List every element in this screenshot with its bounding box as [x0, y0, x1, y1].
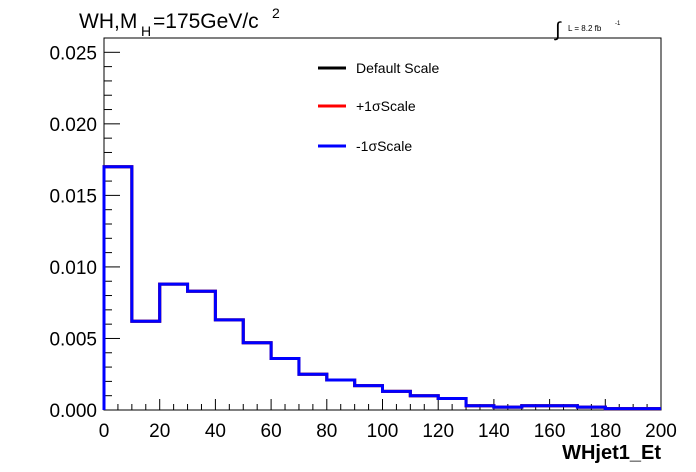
x-tick-label: 160	[534, 421, 566, 442]
legend: Default Scale +1σScale -1σScale	[318, 60, 439, 154]
x-tick-label: 40	[205, 421, 226, 442]
plot-frame	[103, 37, 662, 411]
x-tick-label: 80	[316, 421, 337, 442]
title-main: WH,M	[79, 10, 137, 33]
luminosity-label: ∫ L = 8.2 fb -1	[554, 19, 621, 41]
legend-label-0: Default Scale	[356, 60, 439, 76]
y-tick-label: 0.015	[49, 186, 97, 207]
integral-symbol: ∫	[554, 19, 562, 41]
series-layer	[102, 165, 661, 411]
series-line-2	[102, 165, 661, 411]
x-tick-label: 180	[589, 421, 621, 442]
title-rest: =175GeV/c	[153, 10, 259, 33]
y-tick-label: 0.000	[49, 401, 97, 422]
title-superscript: 2	[272, 5, 280, 21]
x-tick-label: 20	[149, 421, 170, 442]
y-tick-label: 0.020	[49, 115, 97, 136]
y-tick-label: 0.010	[49, 258, 97, 279]
title-subscript: H	[141, 23, 151, 39]
x-axis-label: WHjet1_Et	[562, 442, 661, 464]
luminosity-text: L = 8.2 fb	[568, 24, 602, 33]
y-tick-label: 0.005	[49, 329, 97, 350]
x-tick-label: 120	[422, 421, 454, 442]
x-tick-label: 100	[367, 421, 399, 442]
x-tick-label: 140	[478, 421, 510, 442]
luminosity-superscript: -1	[615, 21, 621, 27]
x-tick-label: 200	[645, 421, 677, 442]
y-tick-label: 0.025	[49, 43, 97, 64]
legend-label-1: +1σScale	[356, 98, 416, 114]
legend-label-2: -1σScale	[356, 138, 412, 154]
x-tick-label: 0	[99, 421, 110, 442]
x-tick-label: 60	[261, 421, 282, 442]
x-axis: 0 20 40 60 80 100 120 140 160 180 200	[99, 399, 677, 442]
chart-title: WH,M H =175GeV/c 2	[79, 5, 280, 39]
y-axis: 0.000 0.005 0.010 0.015 0.020 0.025	[49, 37, 120, 422]
